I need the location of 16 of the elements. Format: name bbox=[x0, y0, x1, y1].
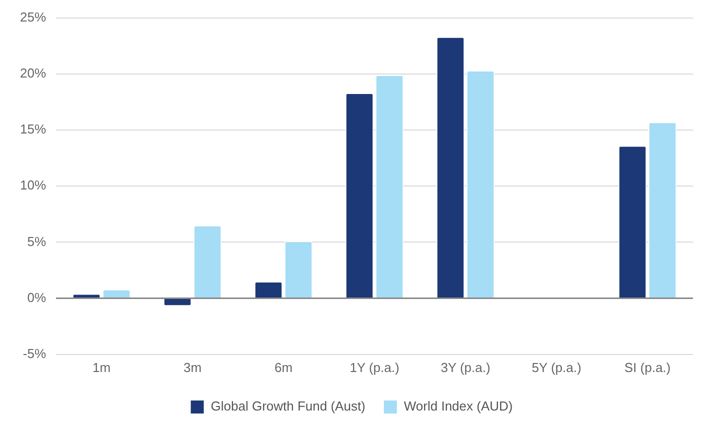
y-tick-label: 10% bbox=[20, 178, 46, 193]
legend-label: Global Growth Fund (Aust) bbox=[210, 398, 366, 414]
y-tick-label: 5% bbox=[27, 234, 46, 249]
y-tick-label: -5% bbox=[22, 346, 46, 361]
y-tick-label: 15% bbox=[20, 122, 46, 137]
x-tick-label: SI (p.a.) bbox=[624, 360, 671, 375]
x-tick-label: 5Y (p.a.) bbox=[532, 360, 582, 375]
x-tick-label: 1m bbox=[92, 360, 111, 375]
y-tick-label: 25% bbox=[20, 9, 46, 24]
legend-label: World Index (AUD) bbox=[404, 398, 513, 414]
y-tick-label: 20% bbox=[20, 65, 46, 80]
x-tick-label: 6m bbox=[274, 360, 293, 375]
x-tick-label: 1Y (p.a.) bbox=[350, 360, 400, 375]
y-tick-label: 0% bbox=[27, 290, 46, 305]
x-tick-label: 3m bbox=[183, 360, 202, 375]
x-tick-label: 3Y (p.a.) bbox=[440, 360, 490, 375]
